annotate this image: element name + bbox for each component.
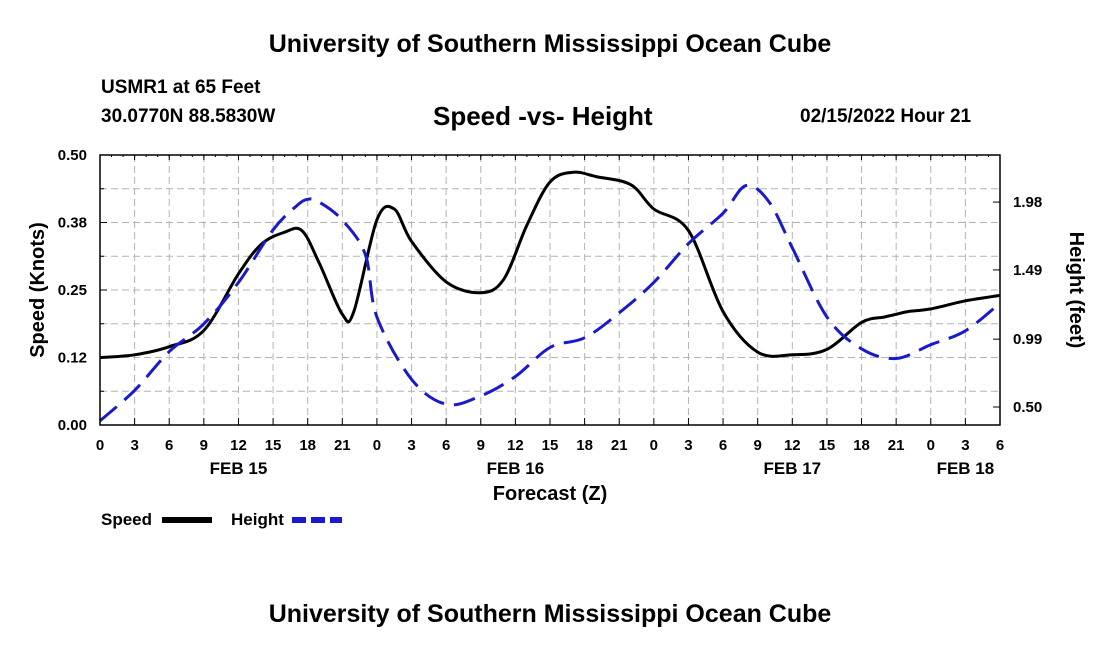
x-tick-label: 6 <box>996 437 1004 454</box>
x-tick-label: 18 <box>299 437 316 454</box>
x-tick-label: 3 <box>684 437 692 454</box>
x-tick-label: 21 <box>611 437 628 454</box>
x-tick-label: 0 <box>96 437 104 454</box>
x-tick-label: 6 <box>442 437 450 454</box>
y-axis-label: Speed (Knots) <box>27 222 49 358</box>
x-tick-label: 15 <box>265 437 282 454</box>
x-tick-label: 18 <box>853 437 870 454</box>
x-tick-label: 12 <box>230 437 247 454</box>
legend-label-speed: Speed <box>101 510 152 529</box>
x-tick-label: 9 <box>477 437 485 454</box>
legend-label-height: Height <box>231 510 284 529</box>
x-tick-label: 18 <box>576 437 593 454</box>
x-tick-label: 6 <box>719 437 727 454</box>
x-tick-label: 12 <box>507 437 524 454</box>
x-tick-label: 15 <box>542 437 559 454</box>
x-tick-label: 3 <box>130 437 138 454</box>
station-label: USMR1 at 65 Feet <box>101 77 261 98</box>
axis-ticks: 0 3 6 9 12 15 18 21 0 3 6 9 12 15 18 21 0 3 6 9 12 15 18 21 0 3 6F… <box>58 147 1042 478</box>
x-tick-label: 0 <box>650 437 658 454</box>
x-tick-label: 9 <box>754 437 762 454</box>
station-coordinates: 30.0770N 88.5830W <box>101 106 276 127</box>
y-tick-label: 0.00 <box>58 417 87 434</box>
date-label: FEB 17 <box>763 459 821 478</box>
y-tick-label: 0.38 <box>58 215 87 232</box>
footer-title: University of Southern Mississippi Ocean… <box>268 600 832 628</box>
y2-tick-label: 1.49 <box>1013 262 1042 279</box>
x-tick-label: 15 <box>819 437 836 454</box>
chart-title: Speed -vs- Height <box>433 101 653 131</box>
speed-series-line <box>99 170 1001 359</box>
date-label: FEB 16 <box>487 459 545 478</box>
x-tick-label: 3 <box>407 437 415 454</box>
grid-lines <box>99 154 1001 426</box>
speed-height-chart: 0 3 6 9 12 15 18 21 0 3 6 9 12 15 18 21 0 3 6 9 12 15 18 21 0 3 6F… <box>27 147 1087 529</box>
series-lines <box>99 170 1001 422</box>
date-label: FEB 15 <box>210 459 268 478</box>
x-tick-label: 12 <box>784 437 801 454</box>
x-tick-label: 3 <box>961 437 969 454</box>
x-tick-label: 0 <box>927 437 935 454</box>
y2-tick-label: 0.99 <box>1013 331 1042 348</box>
height-series-line <box>99 183 1001 422</box>
x-tick-label: 6 <box>165 437 173 454</box>
x-tick-label: 9 <box>200 437 208 454</box>
x-tick-label: 0 <box>373 437 381 454</box>
x-tick-label: 21 <box>888 437 905 454</box>
y2-tick-label: 1.98 <box>1013 194 1042 211</box>
y-tick-label: 0.50 <box>58 147 87 164</box>
x-axis-label: Forecast (Z) <box>493 483 607 505</box>
y-tick-label: 0.12 <box>58 350 87 367</box>
y2-axis-label: Height (feet) <box>1065 232 1087 349</box>
forecast-date: 02/15/2022 Hour 21 <box>800 106 972 127</box>
x-tick-label: 21 <box>334 437 351 454</box>
y-tick-label: 0.25 <box>58 282 87 299</box>
legend: Speed Height <box>101 510 342 529</box>
date-label: FEB 18 <box>937 459 995 478</box>
y2-tick-label: 0.50 <box>1013 399 1042 416</box>
page-title: University of Southern Mississippi Ocean… <box>268 30 832 58</box>
